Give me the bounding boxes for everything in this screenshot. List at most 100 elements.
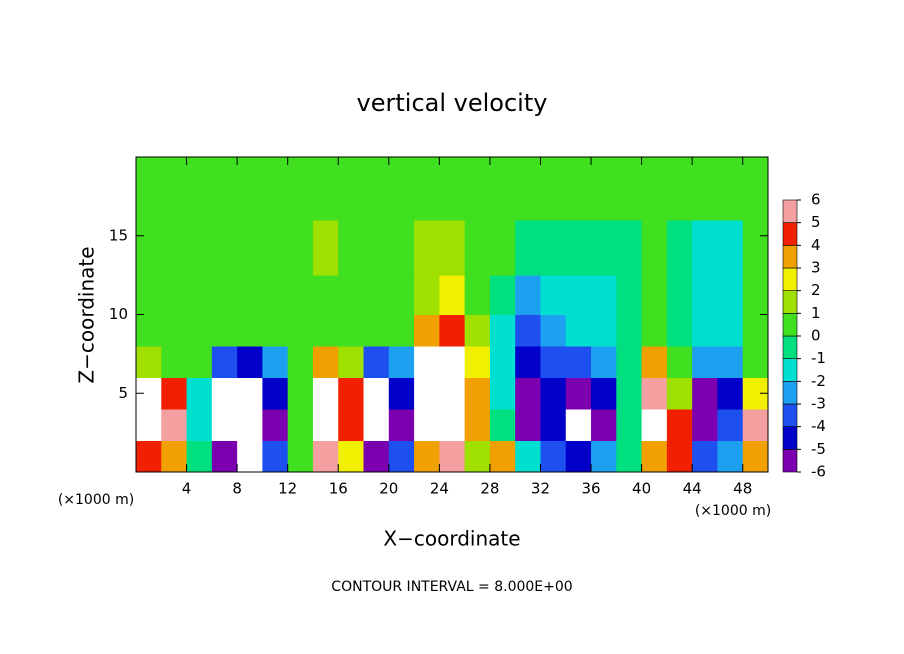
- heatmap-cell: [211, 157, 238, 221]
- heatmap-cell: [464, 377, 491, 410]
- heatmap-cell: [287, 275, 314, 315]
- heatmap-cell: [262, 314, 289, 347]
- colorbar-label: -3: [811, 395, 826, 413]
- heatmap-cell: [439, 377, 466, 410]
- heatmap-cell: [515, 157, 541, 221]
- heatmap-cell: [742, 220, 769, 276]
- y-tick-label: 15: [109, 226, 128, 244]
- heatmap-cell: [489, 377, 516, 410]
- heatmap-cell: [312, 377, 339, 410]
- heatmap-cell: [565, 346, 592, 378]
- heatmap-cell: [161, 440, 188, 473]
- heatmap-cell: [591, 440, 617, 473]
- heatmap-cell: [692, 220, 718, 276]
- heatmap-cell: [237, 346, 263, 378]
- heatmap-cell: [136, 220, 162, 276]
- heatmap-cell: [717, 346, 744, 378]
- heatmap-cell: [565, 220, 592, 276]
- heatmap-cell: [312, 440, 339, 473]
- heatmap-cell: [591, 157, 617, 221]
- heatmap-cell: [237, 275, 263, 315]
- colorbar-band: [782, 222, 798, 246]
- heatmap-cell: [540, 314, 567, 347]
- colorbar-label: -4: [811, 417, 826, 435]
- heatmap-cell: [414, 157, 440, 221]
- heatmap-cell: [515, 346, 541, 378]
- heatmap-cell: [717, 275, 744, 315]
- colorbar-label: -6: [811, 463, 826, 481]
- heatmap-cell: [565, 314, 592, 347]
- heatmap-cell: [641, 346, 668, 378]
- heatmap-cell: [414, 220, 440, 276]
- heatmap-cell: [363, 440, 390, 473]
- heatmap-cell: [540, 275, 567, 315]
- heatmap-cell: [262, 377, 289, 410]
- heatmap-cell: [186, 314, 213, 347]
- heatmap-cell: [211, 409, 238, 441]
- heatmap-cell: [363, 377, 390, 410]
- heatmap-cell: [565, 440, 592, 473]
- x-tick-label: 36: [581, 480, 600, 498]
- heatmap-cell: [262, 346, 289, 378]
- heatmap-cell: [161, 157, 188, 221]
- heatmap-cell: [540, 440, 567, 473]
- colorbar-band: [782, 313, 798, 337]
- heatmap-cell: [287, 220, 314, 276]
- heatmap-cell: [515, 440, 541, 473]
- colorbar-label: 6: [811, 191, 821, 209]
- x-unit-label: (×1000 m): [58, 492, 134, 508]
- heatmap-cell: [439, 157, 466, 221]
- heatmap-cell: [540, 409, 567, 441]
- heatmap-cell: [312, 409, 339, 441]
- heatmap-cell: [742, 409, 769, 441]
- heatmap-cell: [414, 275, 440, 315]
- x-tick-label: 32: [531, 480, 550, 498]
- axes: 4 8 12 16 20 24 28 32 36 40 44 4851015-6-5-4-3-2-10…: [109, 156, 826, 498]
- heatmap-cell: [540, 157, 567, 221]
- heatmap-cell: [186, 409, 213, 441]
- heatmap-cell: [717, 440, 744, 473]
- heatmap-cell: [591, 275, 617, 315]
- heatmap-cell: [666, 346, 693, 378]
- heatmap-cell: [388, 440, 415, 473]
- heatmap-cell: [565, 377, 592, 410]
- heatmap-cell: [666, 220, 693, 276]
- heatmap-cell: [388, 409, 415, 441]
- x-tick-label: 40: [632, 480, 651, 498]
- heatmap-cell: [338, 220, 365, 276]
- x-tick-label: 20: [379, 480, 398, 498]
- heatmap-cell: [262, 275, 289, 315]
- x-tick-label: 16: [329, 480, 348, 498]
- heatmap-cell: [338, 377, 365, 410]
- heatmap-cell: [641, 220, 668, 276]
- heatmap-cell: [237, 377, 263, 410]
- colorbar-label: 5: [811, 213, 821, 231]
- colorbar-band: [782, 245, 798, 269]
- heatmap-cell: [161, 377, 188, 410]
- heatmap-cell: [237, 157, 263, 221]
- heatmap-cell: [237, 314, 263, 347]
- heatmap-cell: [742, 346, 769, 378]
- heatmap-cell: [338, 275, 365, 315]
- heatmap-cell: [186, 157, 213, 221]
- heatmap-cell: [742, 157, 769, 221]
- heatmap-cell: [641, 440, 668, 473]
- y-tick-label: 5: [118, 384, 128, 402]
- heatmap-cell: [136, 314, 162, 347]
- heatmap-cell: [591, 346, 617, 378]
- heatmap-cell: [489, 314, 516, 347]
- heatmap-cell: [641, 377, 668, 410]
- heatmap-cell: [616, 346, 643, 378]
- heatmap-cell: [388, 377, 415, 410]
- x-tick-label: 48: [733, 480, 752, 498]
- colorbar-band: [782, 358, 798, 382]
- heatmap-cell: [439, 440, 466, 473]
- heatmap-cell: [641, 275, 668, 315]
- heatmap-cell: [136, 275, 162, 315]
- heatmap-cell: [540, 377, 567, 410]
- heatmap-cell: [591, 377, 617, 410]
- heatmap-cell: [312, 275, 339, 315]
- heatmap-cell: [464, 346, 491, 378]
- heatmap-cell: [136, 157, 162, 221]
- heatmap-cell: [363, 409, 390, 441]
